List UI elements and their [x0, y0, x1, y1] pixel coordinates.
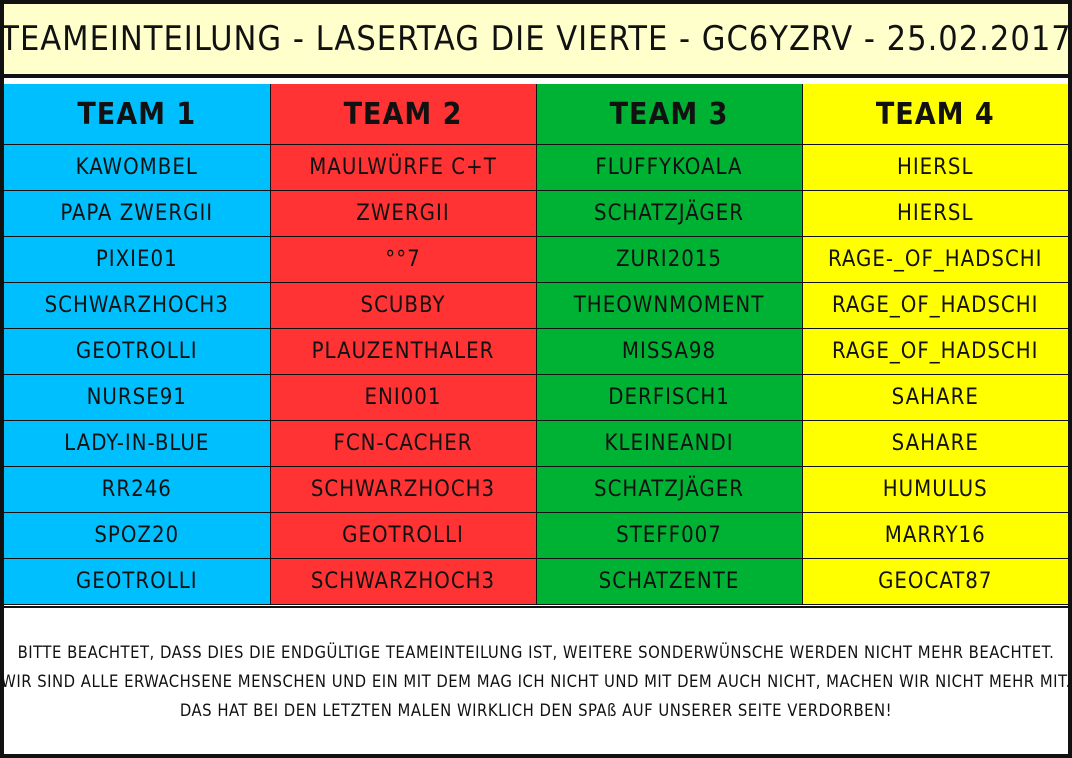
team-3-member: DERFISCH1	[535, 374, 803, 421]
team-1-member: SCHWARZHOCH3	[4, 282, 271, 329]
title-bar: TEAMEINTEILUNG - LASERTAG DIE VIERTE - G…	[0, 4, 1071, 78]
notice-box: BITTE BEACHTET, DASS DIES DIE ENDGÜLTIGE…	[1, 606, 1071, 754]
team-4-member: HUMULUS	[801, 466, 1068, 513]
team-3-member: STEFF007	[535, 512, 803, 559]
team-1-member: SPOZ20	[4, 512, 271, 559]
team-4-member: RAGE-_OF_HADSCHI	[801, 236, 1068, 283]
team-4-member: GEOCAT87	[801, 558, 1068, 605]
team-1-member: GEOTROLLI	[4, 558, 271, 605]
team-3-member: KLEINEANDI	[535, 420, 803, 467]
table-row: RR246 SCHWARZHOCH3 SCHATZJÄGER HUMULUS	[4, 466, 1068, 513]
team-4-member: SAHARE	[801, 374, 1068, 421]
team-4-member: HIERSL	[801, 144, 1068, 191]
team-4-member: MARRY16	[801, 512, 1068, 559]
team-1-member: GEOTROLLI	[4, 328, 271, 375]
team-1-member: PAPA ZWERGII	[4, 190, 271, 237]
table-row: SCHWARZHOCH3 SCUBBY THEOWNMOMENT RAGE_OF…	[4, 282, 1068, 329]
team-1-member: RR246	[4, 466, 271, 513]
team-1-member: PIXIE01	[4, 236, 271, 283]
header-row: TEAM 1 TEAM 2 TEAM 3 TEAM 4	[4, 84, 1068, 145]
team-table: TEAM 1 TEAM 2 TEAM 3 TEAM 4 KAWOMBEL MAU…	[4, 84, 1068, 605]
notice-line: BITTE BEACHTET, DASS DIES DIE ENDGÜLTIGE…	[17, 642, 1055, 662]
table-row: NURSE91 ENI001 DERFISCH1 SAHARE	[4, 374, 1068, 421]
team-4-member: SAHARE	[801, 420, 1068, 467]
table-row: PIXIE01 °°7 ZURI2015 RAGE-_OF_HADSCHI	[4, 236, 1068, 283]
team-1-member: KAWOMBEL	[4, 144, 271, 191]
table-row: GEOTROLLI SCHWARZHOCH3 SCHATZENTE GEOCAT…	[4, 558, 1068, 605]
team-1-member: LADY-IN-BLUE	[4, 420, 271, 467]
team-3-member: SCHATZJÄGER	[535, 466, 803, 513]
notice-line: DAS HAT BEI DEN LETZTEN MALEN WIRKLICH D…	[179, 700, 893, 720]
team-3-member: SCHATZENTE	[535, 558, 803, 605]
header-team-2: TEAM 2	[269, 84, 537, 145]
team-3-member: FLUFFYKOALA	[535, 144, 803, 191]
team-3-member: MISSA98	[535, 328, 803, 375]
page-title: TEAMEINTEILUNG - LASERTAG DIE VIERTE - G…	[0, 19, 1072, 59]
team-2-member: PLAUZENTHALER	[269, 328, 537, 375]
table-row: KAWOMBEL MAULWÜRFE C+T FLUFFYKOALA HIERS…	[4, 144, 1068, 191]
table-row: GEOTROLLI PLAUZENTHALER MISSA98 RAGE_OF_…	[4, 328, 1068, 375]
team-2-member: ZWERGII	[269, 190, 537, 237]
team-4-member: RAGE_OF_HADSCHI	[801, 282, 1068, 329]
team-2-member: GEOTROLLI	[269, 512, 537, 559]
team-2-member: FCN-CACHER	[269, 420, 537, 467]
header-team-3: TEAM 3	[535, 84, 803, 145]
team-1-member: NURSE91	[4, 374, 271, 421]
team-2-member: SCHWARZHOCH3	[269, 466, 537, 513]
notice-line: WIR SIND ALLE ERWACHSENE MENSCHEN UND EI…	[1, 671, 1071, 691]
team-4-member: HIERSL	[801, 190, 1068, 237]
team-3-member: ZURI2015	[535, 236, 803, 283]
header-team-4: TEAM 4	[801, 84, 1068, 145]
header-team-1: TEAM 1	[4, 84, 271, 145]
table-row: LADY-IN-BLUE FCN-CACHER KLEINEANDI SAHAR…	[4, 420, 1068, 467]
team-2-member: MAULWÜRFE C+T	[269, 144, 537, 191]
team-2-member: ENI001	[269, 374, 537, 421]
team-2-member: °°7	[269, 236, 537, 283]
team-4-member: RAGE_OF_HADSCHI	[801, 328, 1068, 375]
team-2-member: SCHWARZHOCH3	[269, 558, 537, 605]
team-2-member: SCUBBY	[269, 282, 537, 329]
table-row: SPOZ20 GEOTROLLI STEFF007 MARRY16	[4, 512, 1068, 559]
team-3-member: THEOWNMOMENT	[535, 282, 803, 329]
table-row: PAPA ZWERGII ZWERGII SCHATZJÄGER HIERSL	[4, 190, 1068, 237]
team-3-member: SCHATZJÄGER	[535, 190, 803, 237]
